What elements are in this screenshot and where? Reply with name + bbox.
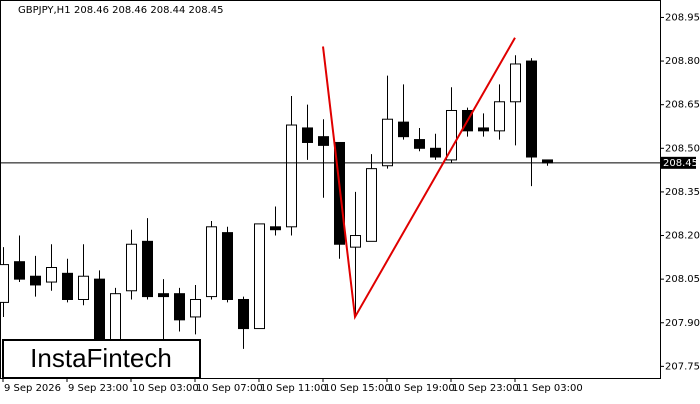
- candle-body: [526, 60, 537, 158]
- candle-body: [190, 298, 201, 318]
- x-tick-label: 10 Sep 19:00: [388, 383, 455, 394]
- candle-body: [510, 63, 521, 103]
- candle-body: [398, 121, 409, 138]
- candle-body: [414, 139, 425, 149]
- candle-body: [126, 243, 137, 292]
- y-tick-label: 208.95: [665, 12, 700, 23]
- y-tick-label: 208.80: [665, 56, 700, 67]
- candle-body: [0, 264, 9, 303]
- candle-body: [382, 118, 393, 167]
- x-tick-label: 10 Sep 07:00: [196, 383, 263, 394]
- candle-body: [286, 124, 297, 228]
- current-price-label: 208.45: [663, 158, 698, 169]
- x-tick-label: 9 Sep 23:00: [68, 383, 128, 394]
- y-tick-label: 207.90: [665, 318, 700, 329]
- candle-body: [350, 235, 361, 248]
- candle-body: [62, 272, 73, 300]
- watermark: InstaFintech: [30, 343, 172, 373]
- pattern-line: [322, 37, 516, 321]
- candle-body: [14, 261, 25, 280]
- y-tick-label: 207.75: [665, 361, 700, 372]
- candle-body: [270, 226, 281, 231]
- candle-body: [254, 223, 265, 330]
- y-tick-label: 208.65: [665, 100, 700, 111]
- candle-body: [206, 226, 217, 298]
- current-price-box: [660, 156, 696, 169]
- x-tick-label: 10 Sep 23:00: [452, 383, 519, 394]
- ohlc-readout: 208.46 208.46 208.44 208.45: [74, 5, 224, 16]
- candle-body: [94, 278, 105, 347]
- y-tick-label: 208.20: [665, 231, 700, 242]
- candle-body: [302, 127, 313, 143]
- candle-body: [174, 293, 185, 321]
- candle-body: [30, 275, 41, 286]
- x-tick-label: 9 Sep 2026: [4, 383, 61, 394]
- candle-body: [478, 127, 489, 132]
- candle-body: [158, 293, 169, 298]
- candle-body: [318, 136, 329, 146]
- y-tick-label: 208.35: [665, 187, 700, 198]
- candle-body: [222, 232, 233, 300]
- candle-body: [78, 275, 89, 300]
- y-tick-label: 208.05: [665, 274, 700, 285]
- candle-body: [46, 267, 57, 283]
- y-tick-label: 208.50: [665, 143, 700, 154]
- x-tick-label: 10 Sep 03:00: [132, 383, 199, 394]
- candle-body: [110, 293, 121, 344]
- candle-body: [238, 298, 249, 330]
- x-tick-label: 10 Sep 11:00: [260, 383, 327, 394]
- watermark-box: [2, 339, 201, 379]
- x-tick-label: 10 Sep 15:00: [324, 383, 391, 394]
- candle-body: [142, 240, 153, 298]
- candle-body: [446, 109, 457, 161]
- x-tick-label: 11 Sep 03:00: [516, 383, 583, 394]
- candle-body: [430, 147, 441, 158]
- chart-title: GBPJPY,H1: [18, 5, 71, 16]
- candle-body: [366, 168, 377, 242]
- candle-body: [494, 101, 505, 132]
